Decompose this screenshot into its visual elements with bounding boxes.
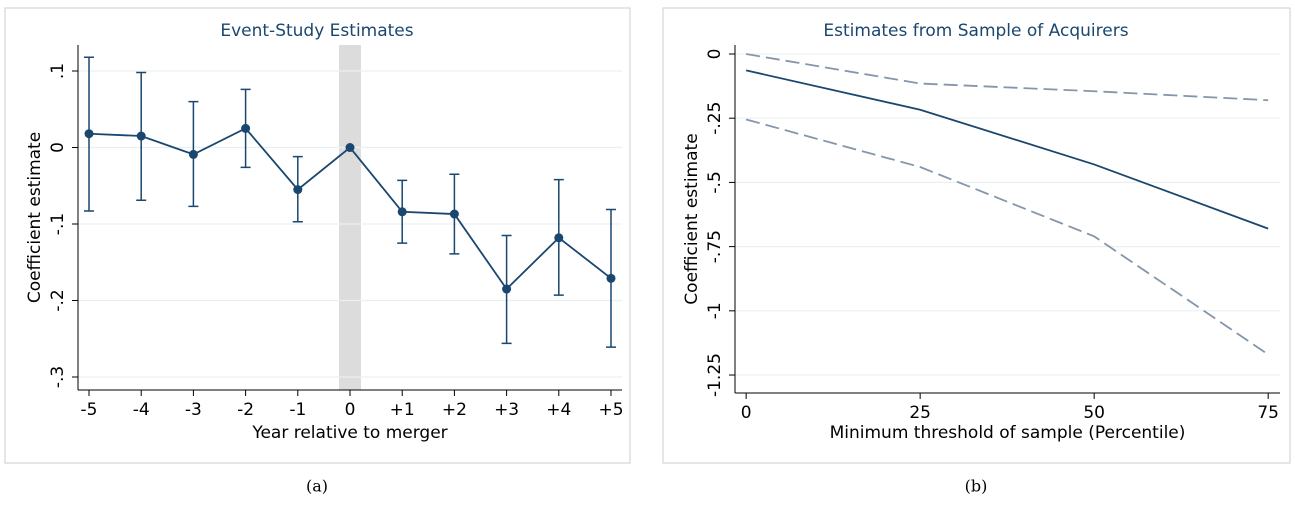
point: [188, 149, 198, 159]
point: [397, 207, 407, 217]
y-tick-label: -.2: [48, 289, 68, 311]
x-tick-label: 0: [741, 403, 752, 423]
y-tick-label: 0: [705, 49, 725, 60]
point: [84, 129, 94, 139]
x-tick-label: +2: [442, 400, 467, 420]
point: [345, 143, 355, 153]
y-tick-label: .1: [48, 63, 68, 79]
x-tick-label: +4: [546, 400, 571, 420]
y-tick-label: -1: [705, 302, 725, 319]
chart-title: Event-Study Estimates: [220, 21, 413, 41]
y-tick-label: -.25: [705, 102, 725, 135]
point: [449, 209, 459, 219]
x-tick-label: 0: [345, 400, 356, 420]
y-tick-label: 0: [48, 142, 68, 153]
point: [136, 131, 146, 141]
x-tick-label: -5: [81, 400, 98, 420]
point: [293, 185, 303, 195]
x-axis-label: Minimum threshold of sample (Percentile): [830, 423, 1186, 443]
y-tick-label: -.75: [705, 230, 725, 263]
series-line: [745, 53, 1269, 102]
y-tick-label: -1.25: [705, 353, 725, 397]
x-tick-label: -1: [289, 400, 306, 420]
x-tick-label: +5: [598, 400, 623, 420]
point: [502, 284, 512, 294]
y-axis-label: Coefficient estimate: [682, 133, 702, 304]
x-tick-label: 50: [1083, 403, 1105, 423]
point: [554, 233, 564, 243]
y-tick-label: -.1: [48, 213, 68, 235]
y-axis-label: Coefficient estimate: [25, 132, 45, 303]
caption: (b): [965, 477, 988, 496]
panel-frame: [4, 7, 631, 464]
caption: (a): [306, 477, 328, 496]
series-line: [745, 69, 1269, 230]
x-axis-label: Year relative to merger: [251, 423, 447, 443]
x-tick-label: +3: [494, 400, 519, 420]
chart-title: Estimates from Sample of Acquirers: [823, 21, 1128, 41]
x-tick-label: -4: [133, 400, 150, 420]
x-tick-label: 25: [909, 403, 931, 423]
point: [241, 123, 251, 133]
panel-frame: [662, 7, 1291, 464]
point: [606, 273, 616, 283]
reference-band: [339, 45, 361, 390]
y-tick-label: -.5: [705, 171, 725, 193]
y-tick-label: -.3: [48, 366, 68, 388]
x-tick-label: 75: [1257, 403, 1279, 423]
series-line: [745, 118, 1269, 356]
x-tick-label: -3: [185, 400, 202, 420]
x-tick-label: -2: [237, 400, 254, 420]
x-tick-label: +1: [390, 400, 415, 420]
